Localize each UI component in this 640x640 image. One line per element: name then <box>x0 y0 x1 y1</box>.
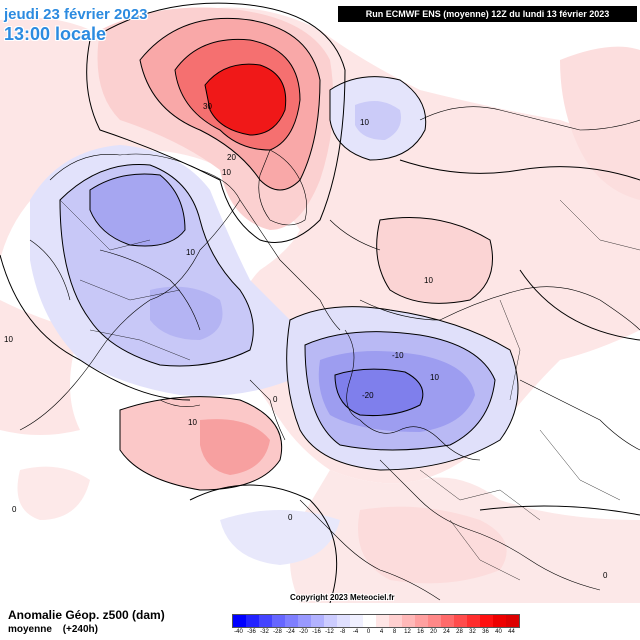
scale-label: 16 <box>417 629 424 635</box>
scale-swatch <box>337 615 350 627</box>
scale-label: 28 <box>456 629 463 635</box>
scale-label: 24 <box>443 629 450 635</box>
contour-label: 0 <box>273 395 278 404</box>
scale-swatch <box>428 615 441 627</box>
borders <box>59 199 640 581</box>
contour-label: 0 <box>603 571 608 580</box>
scale-swatch <box>272 615 285 627</box>
scale-swatch <box>389 615 402 627</box>
contour-label: 30 <box>203 102 212 111</box>
scale-swatch <box>350 615 363 627</box>
contour-label: -10 <box>392 351 404 360</box>
scale-swatch <box>259 615 272 627</box>
contour-label: 10 <box>4 335 13 344</box>
run-info: Run ECMWF ENS (moyenne) 12Z du lundi 13 … <box>338 6 637 22</box>
scale-label: -24 <box>286 629 295 635</box>
scale-label: 40 <box>495 629 502 635</box>
scale-label: -28 <box>273 629 282 635</box>
contour-label: 10 <box>186 248 195 257</box>
scale-label: -12 <box>325 629 334 635</box>
field-sub-mean: moyenne <box>8 624 52 635</box>
scale-swatch <box>402 615 415 627</box>
anomaly-field: 30 20 10 10 10 10 10 -10 10 -20 0 0 0 0 … <box>0 2 640 603</box>
scale-label: -16 <box>312 629 321 635</box>
contour-label: 10 <box>360 118 369 127</box>
contour-label: 20 <box>227 153 236 162</box>
color-scale-labels: -40 -36 -32 -28 -24 -20 -16 -12 -8 -4 0 4 8 12 16 20 24 2… <box>232 629 522 639</box>
scale-swatch <box>454 615 467 627</box>
scale-swatch <box>467 615 480 627</box>
contour-lines <box>0 2 640 603</box>
forecast-date: jeudi 23 février 2023 <box>4 6 148 23</box>
field-subtitle: moyenne (+240h) <box>8 624 106 635</box>
contour-label: 10 <box>188 418 197 427</box>
scale-swatch <box>493 615 506 627</box>
scale-swatch <box>480 615 493 627</box>
scale-swatch <box>311 615 324 627</box>
field-title: Anomalie Géop. z500 (dam) <box>8 608 165 622</box>
scale-swatch <box>363 615 376 627</box>
scale-swatch <box>441 615 454 627</box>
scale-label: -36 <box>247 629 256 635</box>
copyright-text: Copyright 2023 Meteociel.fr <box>290 593 395 602</box>
scale-swatch <box>415 615 428 627</box>
scale-label: -20 <box>299 629 308 635</box>
scale-swatch <box>298 615 311 627</box>
scale-swatch <box>506 615 519 627</box>
scale-swatch <box>233 615 246 627</box>
scale-label: 20 <box>430 629 437 635</box>
contour-label: 10 <box>222 168 231 177</box>
scale-label: -8 <box>339 629 346 635</box>
scale-label: -4 <box>352 629 359 635</box>
contour-label: 10 <box>430 373 439 382</box>
contour-label: 0 <box>288 513 293 522</box>
negative-anomaly-areas <box>30 76 518 565</box>
scale-label: 0 <box>366 629 371 635</box>
scale-label: 32 <box>469 629 476 635</box>
weather-map: 30 20 10 10 10 10 10 -10 10 -20 0 0 0 0 … <box>0 2 640 603</box>
scale-label: 8 <box>392 629 397 635</box>
scale-label: 12 <box>404 629 411 635</box>
scale-label: 4 <box>379 629 384 635</box>
forecast-time: 13:00 locale <box>4 24 107 44</box>
field-sub-lead: (+240h) <box>62 624 98 635</box>
contour-label-group: 30 20 10 10 10 10 10 -10 10 -20 0 0 0 0 … <box>4 102 608 580</box>
scale-label: -40 <box>234 629 243 635</box>
scale-swatch <box>376 615 389 627</box>
contour-label: -20 <box>362 391 374 400</box>
scale-label: 44 <box>508 629 515 635</box>
contour-label: 10 <box>424 276 433 285</box>
scale-label: 36 <box>482 629 489 635</box>
scale-swatch <box>285 615 298 627</box>
scale-label: -32 <box>260 629 269 635</box>
scale-swatch <box>324 615 337 627</box>
contour-label: 0 <box>12 505 17 514</box>
scale-swatch <box>246 615 259 627</box>
coastlines <box>19 106 640 601</box>
color-scale <box>232 614 520 628</box>
